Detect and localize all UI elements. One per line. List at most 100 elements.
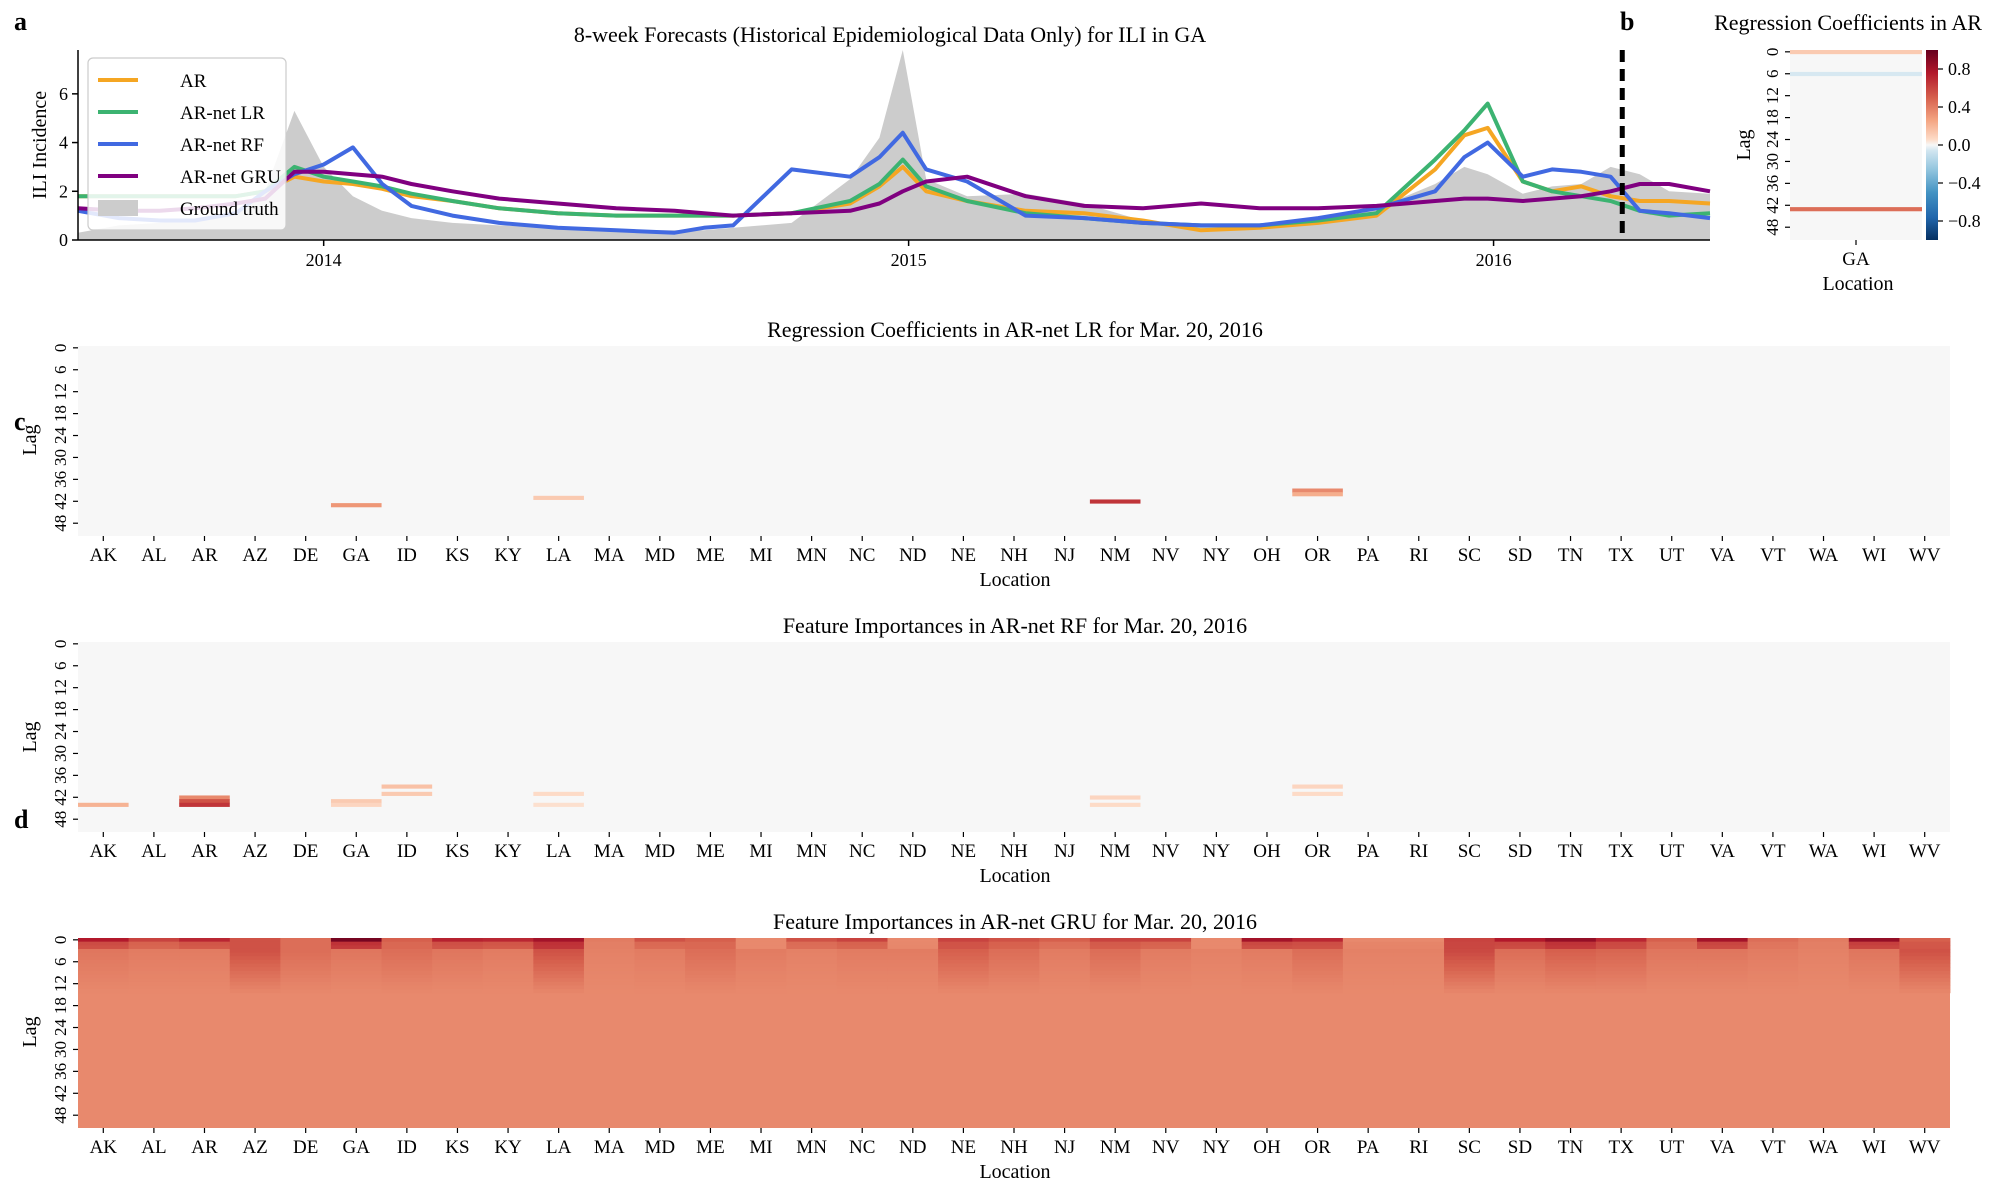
legend-label-ar: AR [180, 71, 207, 92]
ar-colorbar-tick-label: 0.8 [1948, 59, 1971, 79]
e-heatmap-cell [1292, 989, 1344, 994]
e-heatmap-cell [1646, 938, 1698, 943]
ar-heatmap-y-tick-label: 36 [1763, 175, 1782, 192]
e-heatmap-cell [432, 967, 484, 972]
e-heatmap-cell [1089, 938, 1141, 943]
e-heatmap-cell [1039, 970, 1091, 975]
e-heatmap-cell [685, 970, 737, 975]
e-heatmap-cell [1444, 989, 1496, 994]
e-heatmap-cell [887, 948, 939, 954]
e-heatmap-cell [1089, 945, 1141, 950]
forecast-chart: 8-week Forecasts (Historical Epidemiolog… [29, 22, 1711, 270]
e-heatmap-cell [381, 985, 433, 990]
e-heatmap-cell [685, 978, 737, 983]
e-heatmap-cell [1039, 938, 1091, 943]
e-heatmap-cell [1646, 985, 1698, 990]
e-heatmap-cell [1039, 985, 1091, 990]
d-heatmap-cell [1292, 784, 1343, 789]
rf-importances-heatmap: Feature Importances in AR-net RF for Mar… [19, 613, 1950, 887]
e-heatmap-cell [280, 963, 332, 968]
e-heatmap-cell [128, 978, 180, 983]
e-heatmap-cell [988, 956, 1040, 961]
e-heatmap-cell [1241, 952, 1293, 957]
e-heatmap-y-tick-label: 36 [51, 1063, 70, 1080]
e-heatmap-cell [1545, 978, 1597, 983]
c-heatmap-background [78, 346, 1950, 536]
ar-heatmap-cell [1790, 50, 1922, 55]
e-heatmap-cell [432, 952, 484, 957]
e-heatmap-cell [1494, 945, 1546, 950]
legend-label-gru: AR-net GRU [180, 167, 281, 188]
c-heatmap-x-tick-label: TX [1608, 545, 1634, 566]
e-heatmap-cell [1595, 981, 1647, 986]
d-heatmap-cell [78, 802, 129, 807]
e-heatmap-cell [1848, 974, 1900, 979]
e-heatmap-cell [1697, 981, 1749, 986]
legend-swatch-truth [98, 200, 138, 216]
e-heatmap-cell [786, 938, 838, 943]
forecast-x-tick-label: 2014 [306, 250, 342, 270]
d-heatmap-x-tick-label: NH [1000, 841, 1028, 862]
e-heatmap-cell [381, 974, 433, 979]
e-heatmap-cell [1191, 952, 1243, 957]
e-heatmap-cell [229, 970, 281, 975]
e-heatmap-cell [1393, 959, 1445, 964]
e-heatmap-cell [381, 963, 433, 968]
e-heatmap-cell [634, 989, 686, 994]
d-heatmap-x-tick-label: OR [1304, 841, 1331, 862]
e-heatmap-cell [887, 978, 939, 983]
e-heatmap-cell [482, 948, 534, 954]
e-heatmap-cell [280, 967, 332, 972]
ar-colorbar-tick-label: −0.4 [1948, 173, 1981, 193]
e-heatmap-cell [330, 963, 382, 968]
series-ground-truth-area [78, 50, 1710, 240]
e-heatmap-x-tick-label: ID [397, 1137, 417, 1158]
e-heatmap-cell [735, 959, 787, 964]
e-heatmap-cell [381, 989, 433, 994]
e-heatmap-cell [229, 956, 281, 961]
e-heatmap-cell [179, 985, 231, 990]
e-heatmap-cell [938, 985, 990, 990]
e-heatmap-cell [1747, 948, 1799, 954]
e-heatmap-cell [1646, 981, 1698, 986]
e-heatmap-cell [1191, 948, 1243, 954]
ar-heatmap-y-tick-label: 30 [1763, 153, 1782, 170]
e-heatmap-cell [1697, 978, 1749, 983]
c-heatmap-x-tick-label: DE [293, 545, 318, 566]
e-heatmap-cell [1545, 989, 1597, 994]
c-heatmap-x-tick-label: WI [1862, 545, 1886, 566]
e-heatmap-cell [78, 981, 129, 986]
panel-label-d: d [14, 805, 29, 834]
e-heatmap-cell [938, 938, 990, 943]
e-heatmap-cell [1595, 967, 1647, 972]
e-heatmap-cell [482, 970, 534, 975]
e-heatmap-cell [1747, 952, 1799, 957]
d-heatmap-x-tick-label: MD [645, 841, 676, 862]
ar-heatmap-cell [1790, 207, 1922, 212]
e-heatmap-cell [381, 978, 433, 983]
e-heatmap-cell [1140, 985, 1192, 990]
e-heatmap-cell [887, 970, 939, 975]
e-heatmap-cell [1241, 948, 1293, 954]
e-heatmap-x-tick-label: OR [1304, 1137, 1331, 1158]
e-heatmap-cell [78, 945, 129, 950]
e-heatmap-cell [1292, 981, 1344, 986]
d-heatmap-x-tick-label: MA [594, 841, 625, 862]
e-heatmap-cell [1292, 963, 1344, 968]
e-heatmap-cell [634, 945, 686, 950]
e-heatmap-cell [1848, 963, 1900, 968]
e-heatmap-cell [482, 963, 534, 968]
e-heatmap-cell [1039, 989, 1091, 994]
e-heatmap-cell [1798, 967, 1850, 972]
d-heatmap-x-tick-label: ID [397, 841, 417, 862]
e-heatmap-cell [78, 956, 129, 961]
e-heatmap-cell [280, 974, 332, 979]
e-heatmap-cell [1697, 945, 1749, 950]
e-heatmap-cell [229, 985, 281, 990]
e-heatmap-cell [482, 959, 534, 964]
c-heatmap-y-tick-label: 36 [51, 471, 70, 488]
e-heatmap-cell [1848, 985, 1900, 990]
lr-coefficients-heatmap: Regression Coefficients in AR-net LR for… [19, 317, 1950, 591]
c-heatmap-y-tick-label: 30 [51, 449, 70, 466]
e-heatmap-cell [1444, 959, 1496, 964]
